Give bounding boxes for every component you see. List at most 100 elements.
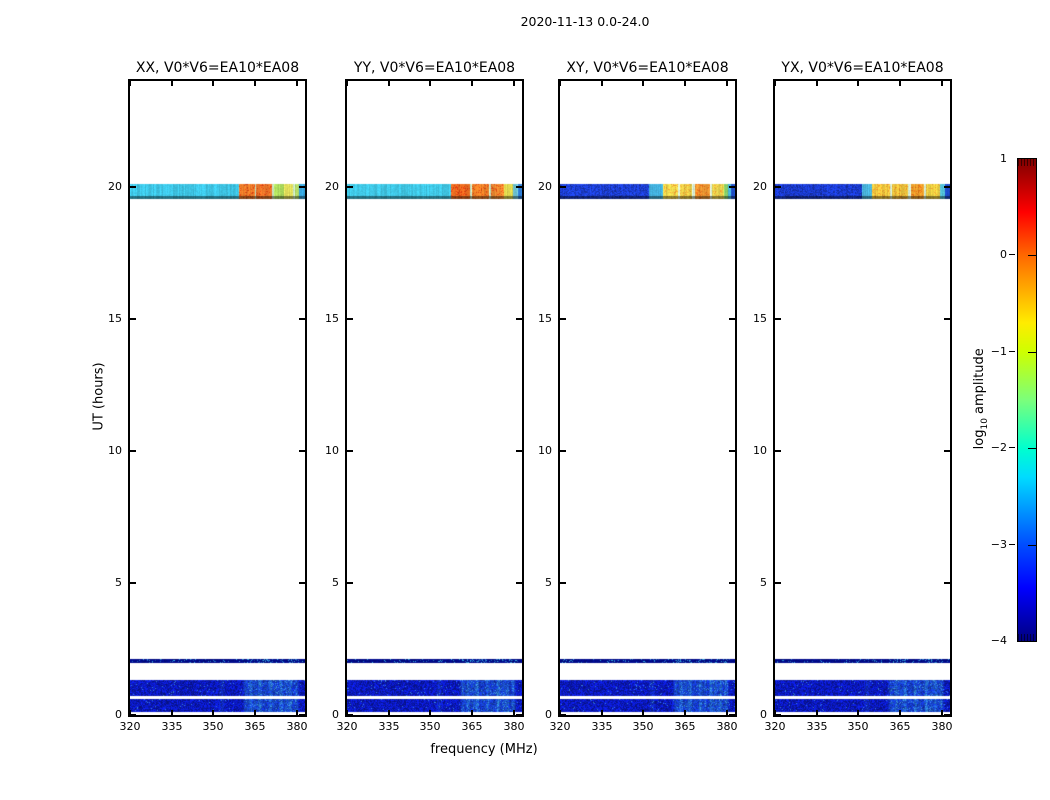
x-tick-top bbox=[388, 81, 390, 86]
x-tick-bottom bbox=[684, 710, 686, 715]
y-tick-left bbox=[560, 450, 566, 452]
colorbar-label-subscript: 10 bbox=[979, 418, 990, 430]
x-tick-label: 320 bbox=[119, 720, 141, 733]
plot-area-yy bbox=[345, 79, 524, 717]
x-tick-bottom bbox=[857, 710, 859, 715]
plot-area-yx bbox=[773, 79, 952, 717]
y-tick-right bbox=[944, 714, 950, 716]
y-tick-label: 15 bbox=[108, 312, 122, 325]
y-tick-right bbox=[944, 318, 950, 320]
y-tick-left bbox=[347, 450, 353, 452]
x-tick-label: 350 bbox=[419, 720, 441, 733]
y-tick-left bbox=[347, 582, 353, 584]
x-tick-bottom bbox=[642, 710, 644, 715]
spectrogram-canvas-xx bbox=[130, 81, 305, 715]
y-tick-left bbox=[560, 318, 566, 320]
y-tick-right bbox=[516, 450, 522, 452]
x-tick-bottom bbox=[559, 710, 561, 715]
x-tick-bottom bbox=[726, 710, 728, 715]
colorbar-tick-inner bbox=[1028, 448, 1036, 449]
x-tick-label: 350 bbox=[202, 720, 224, 733]
y-tick-left bbox=[130, 714, 136, 716]
y-tick-left bbox=[347, 186, 353, 188]
spectrogram-canvas-yy bbox=[347, 81, 522, 715]
x-tick-label: 380 bbox=[503, 720, 525, 733]
spectrogram-canvas-yx bbox=[775, 81, 950, 715]
x-tick-top bbox=[899, 81, 901, 86]
x-tick-bottom bbox=[513, 710, 515, 715]
y-axis-label: UT (hours) bbox=[91, 362, 107, 431]
colorbar-label-suffix: amplitude bbox=[972, 348, 988, 419]
y-tick-right bbox=[944, 582, 950, 584]
y-tick-right bbox=[729, 186, 735, 188]
y-tick-right bbox=[516, 582, 522, 584]
y-tick-label: 20 bbox=[753, 180, 767, 193]
y-tick-left bbox=[775, 186, 781, 188]
x-tick-label: 380 bbox=[931, 720, 953, 733]
x-tick-top bbox=[346, 81, 348, 86]
y-tick-label: 20 bbox=[325, 180, 339, 193]
y-tick-right bbox=[299, 450, 305, 452]
panel-title-yy: YY, V0*V6=EA10*EA08 bbox=[353, 60, 516, 76]
x-tick-label: 335 bbox=[591, 720, 613, 733]
y-tick-label: 20 bbox=[108, 180, 122, 193]
colorbar bbox=[1017, 158, 1037, 642]
colorbar-tick-left bbox=[1009, 544, 1015, 545]
y-tick-left bbox=[347, 318, 353, 320]
x-tick-bottom bbox=[296, 710, 298, 715]
x-tick-bottom bbox=[941, 710, 943, 715]
x-tick-top bbox=[642, 81, 644, 86]
x-tick-top bbox=[429, 81, 431, 86]
y-tick-label: 0 bbox=[545, 708, 552, 721]
x-tick-top bbox=[857, 81, 859, 86]
y-tick-left bbox=[130, 450, 136, 452]
y-tick-label: 20 bbox=[538, 180, 552, 193]
x-tick-bottom bbox=[129, 710, 131, 715]
x-tick-bottom bbox=[899, 710, 901, 715]
y-tick-right bbox=[516, 186, 522, 188]
x-tick-top bbox=[601, 81, 603, 86]
y-tick-right bbox=[944, 186, 950, 188]
x-tick-top bbox=[129, 81, 131, 86]
x-tick-label: 365 bbox=[674, 720, 696, 733]
y-tick-right bbox=[516, 714, 522, 716]
y-tick-label: 5 bbox=[760, 576, 767, 589]
y-tick-label: 5 bbox=[545, 576, 552, 589]
x-tick-top bbox=[684, 81, 686, 86]
x-tick-bottom bbox=[171, 710, 173, 715]
colorbar-tick-label: −3 bbox=[990, 538, 1007, 551]
colorbar-tick-left bbox=[1009, 351, 1015, 352]
x-tick-bottom bbox=[212, 710, 214, 715]
x-tick-bottom bbox=[601, 710, 603, 715]
figure-title: 2020-11-13 0.0-24.0 bbox=[520, 14, 650, 29]
colorbar-tick-inner bbox=[1028, 352, 1036, 353]
x-tick-top bbox=[471, 81, 473, 86]
y-tick-left bbox=[560, 582, 566, 584]
panel-title-xx: XX, V0*V6=EA10*EA08 bbox=[135, 60, 300, 76]
x-tick-label: 320 bbox=[549, 720, 571, 733]
y-tick-label: 10 bbox=[753, 444, 767, 457]
y-tick-left bbox=[560, 714, 566, 716]
x-tick-top bbox=[816, 81, 818, 86]
x-tick-top bbox=[726, 81, 728, 86]
x-tick-label: 380 bbox=[716, 720, 738, 733]
y-tick-label: 15 bbox=[753, 312, 767, 325]
x-tick-top bbox=[254, 81, 256, 86]
colorbar-hatch-top bbox=[1018, 159, 1036, 166]
y-tick-left bbox=[130, 582, 136, 584]
colorbar-tick-left bbox=[1009, 447, 1015, 448]
x-tick-bottom bbox=[816, 710, 818, 715]
y-tick-left bbox=[775, 582, 781, 584]
y-tick-right bbox=[299, 186, 305, 188]
y-tick-left bbox=[775, 318, 781, 320]
plot-area-xx bbox=[128, 79, 307, 717]
y-tick-right bbox=[299, 582, 305, 584]
y-tick-label: 10 bbox=[108, 444, 122, 457]
y-tick-right bbox=[299, 318, 305, 320]
x-tick-label: 365 bbox=[244, 720, 266, 733]
colorbar-tick-label: −1 bbox=[990, 345, 1007, 358]
y-tick-left bbox=[130, 318, 136, 320]
x-tick-label: 320 bbox=[764, 720, 786, 733]
y-tick-right bbox=[944, 450, 950, 452]
y-tick-left bbox=[775, 714, 781, 716]
